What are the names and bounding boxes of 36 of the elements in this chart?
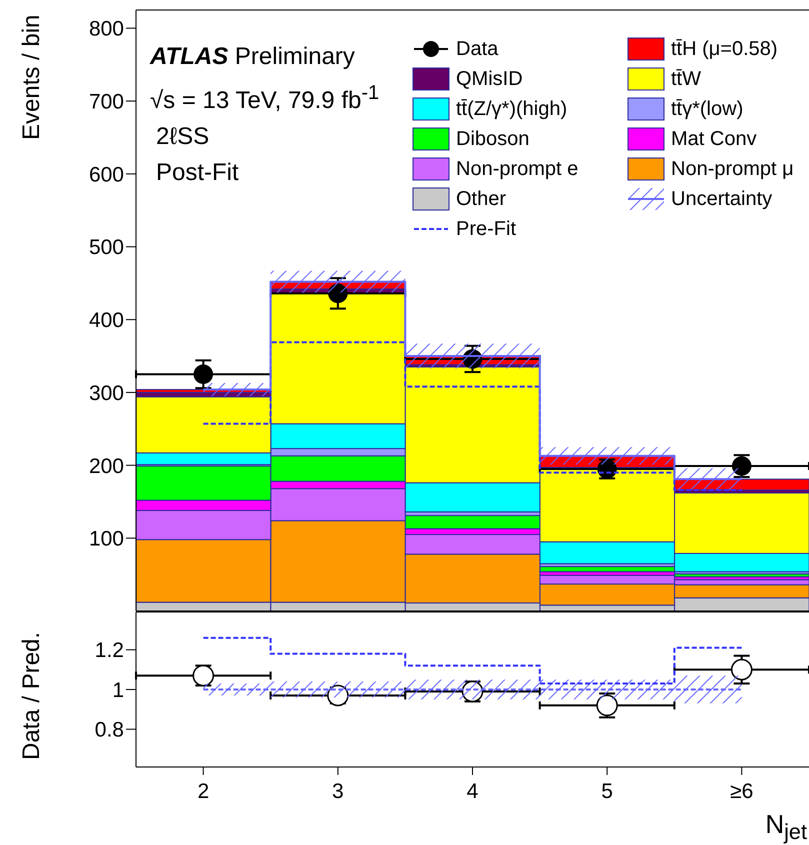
x-tick-label: 3 (332, 780, 344, 803)
legend-label: Non-prompt μ (671, 158, 794, 180)
x-axis-title: N$_{jet}$ (765, 808, 807, 844)
y-tick-label: 200 (88, 454, 124, 478)
y-tick-label: 300 (88, 382, 124, 405)
x-tick-label: 5 (601, 780, 613, 803)
y-tick-label: 1 (112, 678, 124, 702)
y-tick-label: 100 (88, 528, 124, 551)
legend-label: tt̄H (μ=0.58) (671, 38, 778, 60)
legend-label: Non-prompt e (456, 158, 578, 180)
legend-label: Pre-Fit (456, 218, 516, 240)
annotation: ATLAS Preliminary (150, 42, 356, 72)
x-tick-label: ≥6 (730, 780, 754, 803)
legend-label: Uncertainty (671, 188, 772, 210)
legend-label: tt̄γ*(low) (671, 98, 744, 120)
annotation: 2ℓSS (156, 123, 210, 150)
y-tick-label: 500 (88, 236, 124, 260)
legend-label: Data (456, 38, 498, 60)
y-tick-label: 700 (88, 90, 124, 114)
legend-label: tt̄(Z/γ*)(high) (456, 98, 568, 120)
legend-label: Other (456, 188, 506, 210)
legend-label: Diboson (456, 128, 530, 150)
legend-label: tt̄W (671, 68, 701, 90)
x-tick-label: 2 (197, 780, 210, 803)
x-tick-label: 4 (466, 780, 479, 803)
legend-label: Mat Conv (671, 128, 757, 150)
y-tick-label: 0.8 (94, 718, 124, 742)
y-axis-title: Data / Pred. (18, 632, 45, 760)
y-axis-title: Events / bin (18, 15, 45, 140)
y-tick-label: 800 (88, 18, 124, 41)
y-tick-label: 1.2 (94, 639, 124, 662)
annotation: Post-Fit (156, 159, 239, 186)
y-tick-label: 400 (88, 309, 124, 332)
annotation: √s = 13 TeV, 79.9 fb$^{-1}$ (150, 82, 380, 114)
legend-label: QMisID (456, 68, 523, 90)
y-tick-label: 600 (88, 163, 124, 186)
